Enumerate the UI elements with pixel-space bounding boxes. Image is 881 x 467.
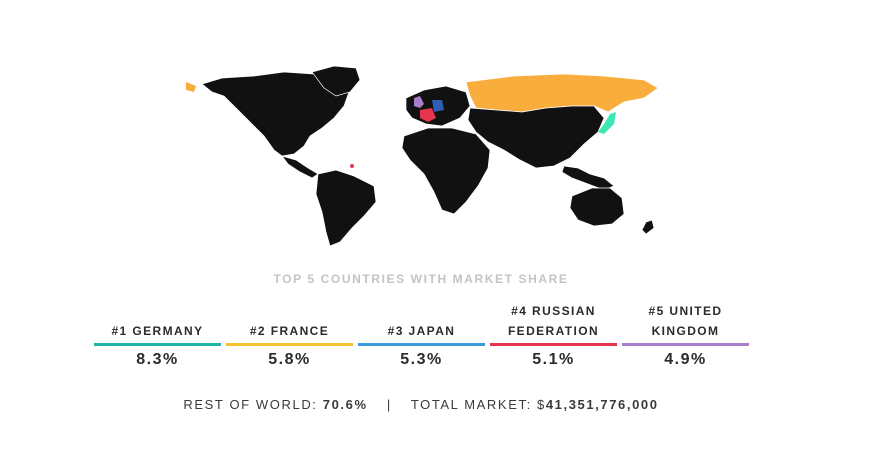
world-map-svg — [186, 65, 659, 247]
map-alaska-tip — [186, 82, 196, 92]
summary-separator: | — [386, 397, 392, 412]
country-color-bar — [622, 343, 749, 346]
country-name: #5 UNITED KINGDOM — [648, 304, 723, 338]
country-card-france: #2 FRANCE 5.8% — [226, 296, 353, 376]
map-germany[interactable] — [432, 100, 444, 112]
map-japan[interactable] — [598, 112, 616, 134]
map-north-america[interactable] — [201, 71, 350, 157]
country-card-japan: #3 JAPAN 5.3% — [358, 296, 485, 376]
map-united-kingdom[interactable] — [414, 96, 424, 108]
world-map — [184, 62, 660, 250]
map-russia[interactable] — [465, 73, 659, 113]
map-africa[interactable] — [401, 127, 491, 215]
country-share: 8.3% — [136, 351, 179, 368]
country-card-germany: #1 GERMANY 8.3% — [94, 296, 221, 376]
country-share: 5.3% — [400, 351, 443, 368]
map-new-zealand[interactable] — [641, 219, 655, 235]
market-summary: REST OF WORLD: 70.6% | TOTAL MARKET: $41… — [0, 397, 842, 412]
section-title: TOP 5 COUNTRIES WITH MARKET SHARE — [273, 272, 569, 286]
rest-of-world-label: REST OF WORLD: — [183, 397, 318, 412]
country-color-bar — [490, 343, 617, 346]
map-asia[interactable] — [467, 105, 605, 169]
map-greenland[interactable] — [311, 65, 361, 97]
country-name: #1 GERMANY — [111, 324, 204, 338]
map-caribbean-marker — [350, 164, 354, 168]
country-name: #3 JAPAN — [387, 324, 456, 338]
country-share: 5.8% — [268, 351, 311, 368]
country-card-russian-federation: #4 RUSSIAN FEDERATION 5.1% — [490, 296, 617, 376]
map-australia[interactable] — [569, 187, 625, 227]
country-color-bar — [94, 343, 221, 346]
map-south-america[interactable] — [315, 169, 377, 247]
country-color-bar — [226, 343, 353, 346]
map-southeast-asia[interactable] — [561, 165, 615, 191]
country-color-bar — [358, 343, 485, 346]
rest-of-world-value: 70.6% — [322, 397, 368, 412]
total-market-value: 41,351,776,000 — [545, 397, 659, 412]
total-market-label: TOTAL MARKET: $ — [410, 397, 546, 412]
country-name: #4 RUSSIAN FEDERATION — [507, 304, 600, 338]
map-france[interactable] — [420, 108, 436, 122]
country-share: 5.1% — [532, 351, 575, 368]
country-card-united-kingdom: #5 UNITED KINGDOM 4.9% — [622, 296, 749, 376]
top-countries: #1 GERMANY 8.3% #2 FRANCE 5.8% #3 JAPAN … — [94, 296, 750, 376]
country-name: #2 FRANCE — [249, 324, 330, 338]
country-share: 4.9% — [664, 351, 707, 368]
map-central-america[interactable] — [281, 155, 319, 179]
